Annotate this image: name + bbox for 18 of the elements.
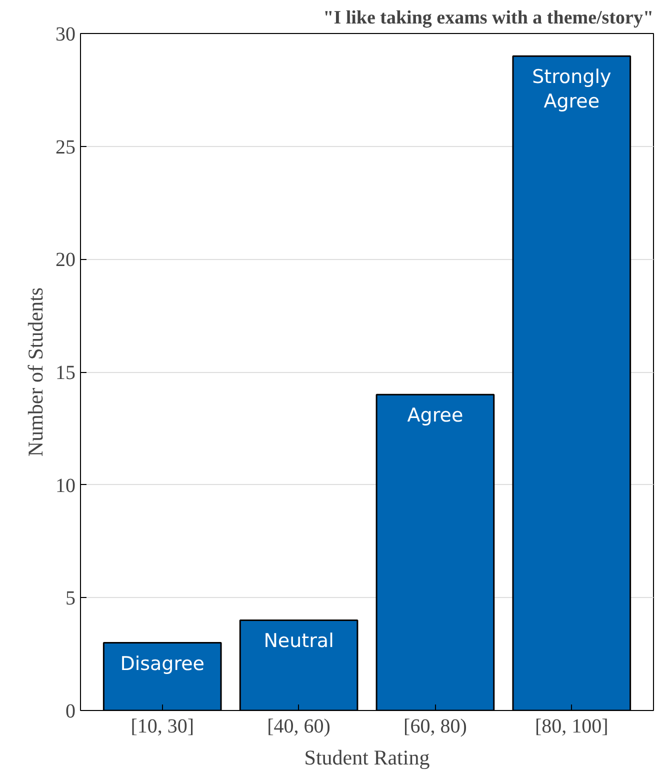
annotation: Disagree bbox=[120, 652, 205, 675]
annotation: Neutral bbox=[264, 630, 334, 652]
x-tick-label: [60, 80) bbox=[404, 716, 467, 738]
x-tick-label: [80, 100] bbox=[534, 716, 608, 738]
y-tick-label: 15 bbox=[56, 362, 76, 384]
x-tick-label: [40, 60) bbox=[267, 716, 330, 738]
annotation: Strongly Agree bbox=[532, 66, 612, 112]
y-tick-label: 10 bbox=[56, 474, 76, 497]
y-tick-label: 0 bbox=[66, 700, 76, 722]
y-tick-label: 20 bbox=[56, 249, 76, 272]
y-axis-title: Number of Students bbox=[24, 287, 48, 457]
chart-title: "I like taking exams with a theme/story" bbox=[323, 8, 654, 28]
y-tick-label: 5 bbox=[66, 588, 76, 610]
x-tick-label: [10, 30] bbox=[130, 716, 194, 738]
x-axis-title: Student Rating bbox=[304, 746, 430, 770]
annotation: Agree bbox=[407, 404, 464, 427]
y-tick-label: 30 bbox=[56, 24, 76, 46]
y-tick-label: 25 bbox=[56, 136, 76, 158]
